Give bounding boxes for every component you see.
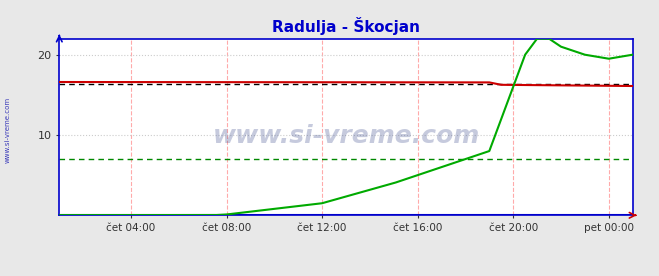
Title: Radulja - Škocjan: Radulja - Škocjan bbox=[272, 17, 420, 35]
Text: www.si-vreme.com: www.si-vreme.com bbox=[5, 97, 11, 163]
Text: www.si-vreme.com: www.si-vreme.com bbox=[212, 124, 480, 148]
